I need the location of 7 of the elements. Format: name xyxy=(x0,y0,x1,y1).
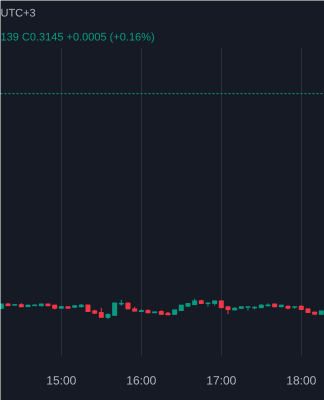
x-tick-label: 18:00 xyxy=(286,374,317,388)
text: UTC+3 xyxy=(0,8,36,20)
x-tick-label: 17:00 xyxy=(206,374,237,388)
candlestick xyxy=(98,307,104,318)
x-tick-label: 15:00 xyxy=(46,374,77,388)
text: 139 C0.3145 +0.0005 (+0.16%) xyxy=(0,32,155,44)
x-tick-label: 16:00 xyxy=(126,374,157,388)
